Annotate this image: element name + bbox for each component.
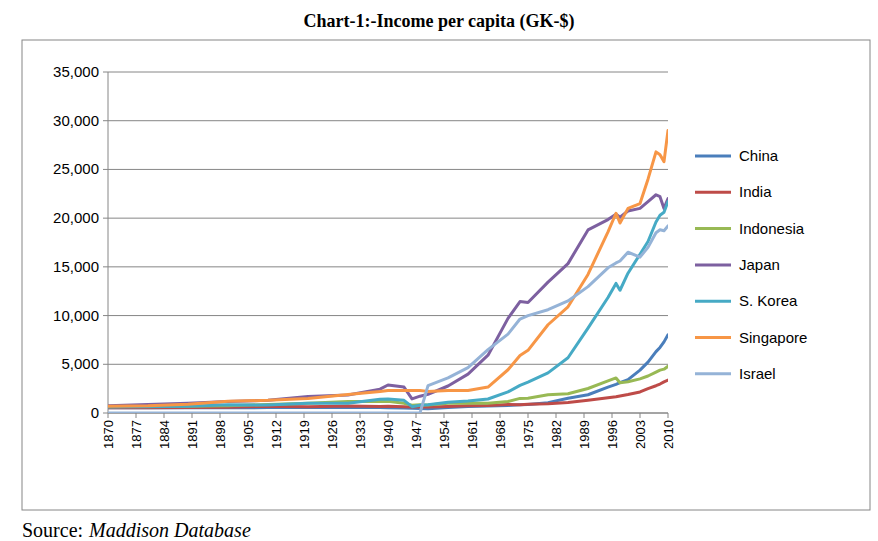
- y-tick-label: 15,000: [53, 258, 99, 275]
- grid-line: [108, 120, 668, 121]
- chart-svg: Chart-1:-Income per capita (GK-$) 0 5,000 1…: [0, 0, 878, 541]
- legend-swatch: [695, 155, 731, 158]
- x-tick: [556, 413, 557, 418]
- x-tick: [136, 413, 137, 418]
- x-tick: [668, 413, 669, 418]
- grid-line: [108, 364, 668, 365]
- x-tick: [248, 413, 249, 418]
- y-tick: [103, 315, 108, 316]
- legend-label: Japan: [739, 256, 780, 273]
- chart-frame: [22, 40, 870, 510]
- x-tick: [612, 413, 613, 418]
- x-tick-label: 1975: [521, 420, 536, 449]
- legend-label: S. Korea: [739, 292, 798, 309]
- x-tick-label: 1961: [465, 420, 480, 449]
- legend-swatch: [695, 227, 731, 230]
- x-tick-label: 1996: [605, 420, 620, 449]
- x-tick: [332, 413, 333, 418]
- x-tick: [584, 413, 585, 418]
- x-tick-label: 1870: [101, 420, 116, 449]
- legend-label: Singapore: [739, 329, 807, 346]
- legend-swatch: [695, 372, 731, 375]
- y-tick: [103, 120, 108, 121]
- series-line: [108, 195, 668, 406]
- y-tick-label: 35,000: [53, 63, 99, 80]
- grid-line: [108, 315, 668, 316]
- y-tick: [103, 218, 108, 219]
- legend-swatch: [695, 263, 731, 266]
- x-tick-label: 1940: [381, 420, 396, 449]
- source-prefix: Source:: [22, 519, 83, 541]
- x-tick-label: 1947: [409, 420, 424, 449]
- y-tick-label: 20,000: [53, 209, 99, 226]
- x-tick-label: 1877: [129, 420, 144, 449]
- x-tick-label: 1968: [493, 420, 508, 449]
- y-tick: [103, 169, 108, 170]
- y-tick-label: 10,000: [53, 307, 99, 324]
- x-tick-label: 1982: [549, 420, 564, 449]
- grid-line: [108, 266, 668, 267]
- x-tick-label: 1884: [157, 420, 172, 449]
- x-tick: [220, 413, 221, 418]
- x-tick: [192, 413, 193, 418]
- legend-label: China: [739, 147, 779, 164]
- x-tick-label: 1905: [241, 420, 256, 449]
- legend-label: Indonesia: [739, 220, 805, 237]
- y-tick: [103, 72, 108, 73]
- x-tick-label: 1954: [437, 420, 452, 449]
- source-text: Maddison Database: [88, 519, 251, 541]
- y-axis: [108, 72, 109, 413]
- legend-label: India: [739, 183, 772, 200]
- x-tick-label: 1989: [577, 420, 592, 449]
- x-tick-label: 2010: [661, 420, 676, 449]
- x-tick: [276, 413, 277, 418]
- grid-line: [108, 72, 668, 73]
- x-tick-label: 1912: [269, 420, 284, 449]
- y-tick: [103, 413, 108, 414]
- x-tick-label: 1919: [297, 420, 312, 449]
- x-tick-label: 2003: [633, 420, 648, 449]
- x-tick-label: 1898: [213, 420, 228, 449]
- series-line: [108, 226, 668, 413]
- source-note: Source:Maddison Database: [22, 519, 251, 541]
- x-tick: [360, 413, 361, 418]
- y-tick: [103, 266, 108, 267]
- y-tick-label: 30,000: [53, 112, 99, 129]
- x-tick: [640, 413, 641, 418]
- x-tick: [528, 413, 529, 418]
- x-tick: [388, 413, 389, 418]
- legend-swatch: [695, 336, 731, 339]
- plot-area: [108, 130, 668, 413]
- grid-line: [108, 218, 668, 219]
- legend-swatch: [695, 191, 731, 194]
- x-tick-label: 1891: [185, 420, 200, 449]
- series-line: [108, 202, 668, 408]
- x-tick: [472, 413, 473, 418]
- x-tick-label: 1926: [325, 420, 340, 449]
- y-tick-label: 25,000: [53, 160, 99, 177]
- series-line: [108, 130, 668, 406]
- chart-title: Chart-1:-Income per capita (GK-$): [303, 11, 574, 32]
- legend-label: Israel: [739, 365, 776, 382]
- x-tick: [416, 413, 417, 418]
- x-tick: [164, 413, 165, 418]
- x-tick: [108, 413, 109, 418]
- x-tick: [444, 413, 445, 418]
- y-tick-label: 5,000: [61, 355, 99, 372]
- y-tick: [103, 364, 108, 365]
- grid-line: [108, 169, 668, 170]
- legend-swatch: [695, 300, 731, 303]
- y-tick-label: 0: [91, 404, 99, 421]
- x-tick-label: 1933: [353, 420, 368, 449]
- x-tick: [500, 413, 501, 418]
- x-tick: [304, 413, 305, 418]
